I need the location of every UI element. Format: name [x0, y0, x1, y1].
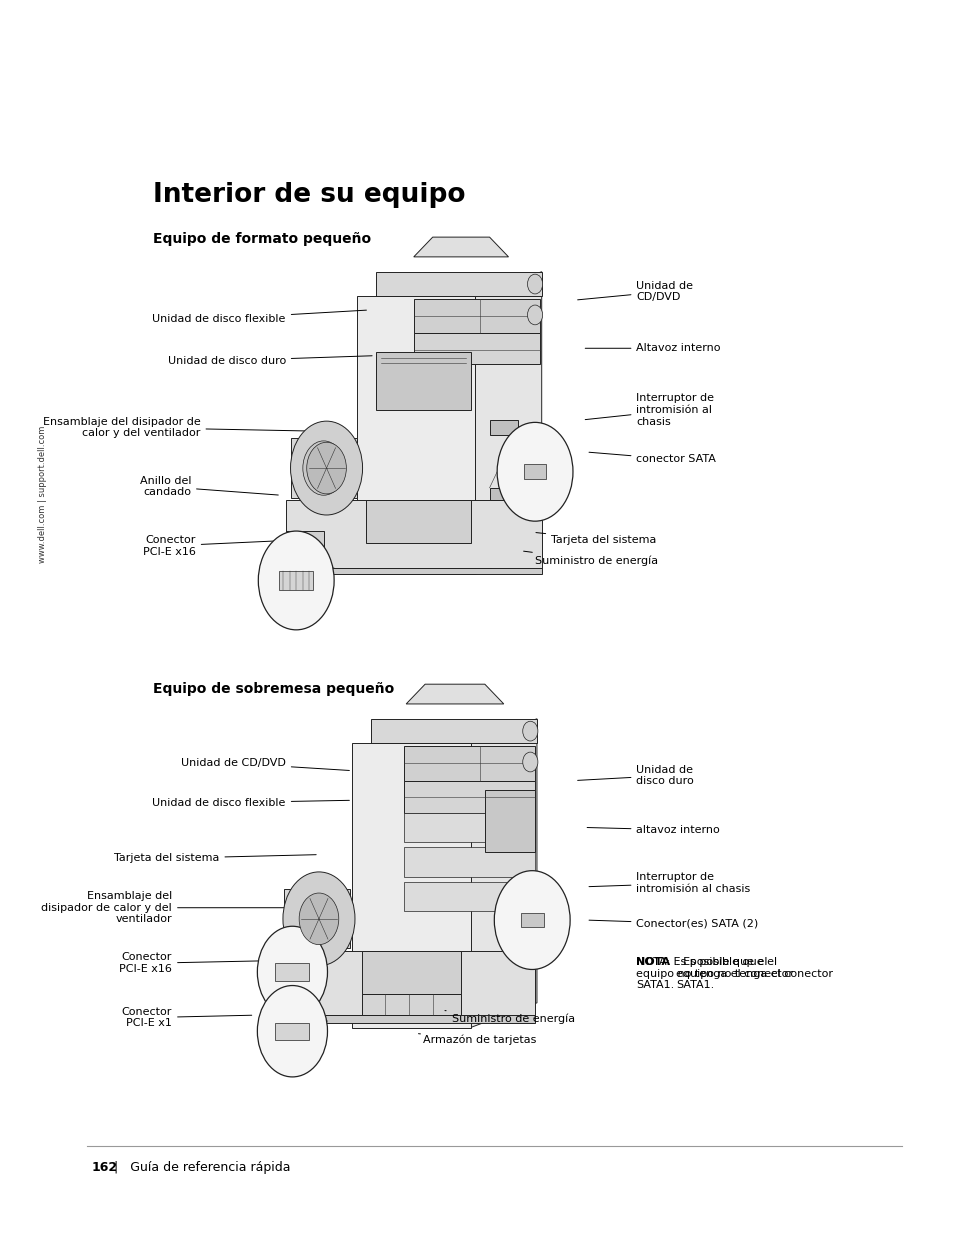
Circle shape	[258, 531, 334, 630]
Polygon shape	[475, 272, 541, 574]
Text: 162: 162	[91, 1161, 117, 1173]
Text: Unidad de disco flexible: Unidad de disco flexible	[152, 310, 366, 324]
Circle shape	[522, 721, 537, 741]
Text: Suministro de energía: Suministro de energía	[523, 551, 658, 566]
Polygon shape	[286, 568, 541, 574]
Text: Tarjeta del sistema: Tarjeta del sistema	[114, 853, 315, 863]
Text: Unidad de
disco duro: Unidad de disco duro	[578, 764, 694, 787]
Polygon shape	[371, 719, 537, 743]
Polygon shape	[404, 781, 535, 813]
Text: Interior de su equipo: Interior de su equipo	[152, 182, 465, 207]
Text: Conector
PCI-E x16: Conector PCI-E x16	[143, 535, 274, 557]
Text: Interruptor de
intromisión al
chasis: Interruptor de intromisión al chasis	[584, 394, 714, 426]
Circle shape	[257, 986, 327, 1077]
Circle shape	[494, 871, 570, 969]
Polygon shape	[404, 847, 535, 877]
Polygon shape	[286, 500, 541, 568]
Polygon shape	[276, 969, 314, 990]
Text: Unidad de
CD/DVD: Unidad de CD/DVD	[577, 280, 693, 303]
Text: altavoz interno: altavoz interno	[586, 825, 720, 835]
Circle shape	[291, 421, 362, 515]
Text: Conector
PCI-E x1: Conector PCI-E x1	[122, 1007, 252, 1029]
Circle shape	[527, 274, 542, 294]
Polygon shape	[375, 272, 541, 296]
Circle shape	[295, 892, 337, 946]
Text: : Es posible que el
equipo no tenga el conector
SATA1.: : Es posible que el equipo no tenga el c…	[676, 957, 832, 990]
Text: Tarjeta del sistema: Tarjeta del sistema	[536, 532, 656, 545]
Text: Suministro de energía: Suministro de energía	[444, 1010, 574, 1024]
Polygon shape	[414, 237, 508, 257]
Text: conector SATA: conector SATA	[588, 452, 716, 464]
Text: Conector
PCI-E x16: Conector PCI-E x16	[119, 952, 261, 974]
Polygon shape	[352, 743, 470, 1028]
Polygon shape	[520, 913, 543, 927]
Text: Conector(es) SATA (2): Conector(es) SATA (2)	[588, 919, 758, 929]
Polygon shape	[361, 951, 460, 994]
Text: Interruptor de
intromisión al chasis: Interruptor de intromisión al chasis	[588, 872, 750, 894]
Text: |   Guía de referencia rápida: | Guía de referencia rápida	[106, 1161, 290, 1173]
Circle shape	[257, 926, 327, 1018]
Polygon shape	[275, 1023, 309, 1040]
Polygon shape	[414, 333, 539, 364]
Text: Altavoz interno: Altavoz interno	[584, 343, 720, 353]
Circle shape	[283, 872, 355, 966]
Polygon shape	[276, 1015, 535, 1023]
Polygon shape	[361, 994, 460, 1015]
Polygon shape	[279, 571, 313, 590]
Text: www.dell.com | support.dell.com: www.dell.com | support.dell.com	[38, 425, 47, 563]
Text: Ensamblaje del disipador de
calor y del ventilador: Ensamblaje del disipador de calor y del …	[43, 416, 306, 438]
Polygon shape	[406, 684, 503, 704]
Polygon shape	[356, 296, 475, 574]
Text: Equipo de formato pequeño: Equipo de formato pequeño	[152, 232, 371, 246]
Circle shape	[522, 752, 537, 772]
Text: NOTA: Es posible que el
equipo no tenga el conector
SATA1.: NOTA: Es posible que el equipo no tenga …	[636, 957, 793, 990]
Text: Unidad de CD/DVD: Unidad de CD/DVD	[181, 758, 349, 771]
Circle shape	[307, 442, 346, 494]
Polygon shape	[276, 951, 535, 1015]
Polygon shape	[291, 438, 356, 498]
Text: NOTA: NOTA	[636, 957, 670, 967]
Text: Ensamblaje del
disipador de calor y del
ventilador: Ensamblaje del disipador de calor y del …	[41, 892, 288, 924]
Polygon shape	[489, 420, 517, 435]
Polygon shape	[489, 488, 522, 500]
Polygon shape	[523, 464, 546, 479]
Polygon shape	[404, 813, 535, 842]
Circle shape	[527, 305, 542, 325]
Polygon shape	[414, 299, 539, 333]
Text: Unidad de disco duro: Unidad de disco duro	[168, 356, 372, 366]
Circle shape	[302, 441, 344, 495]
Text: Armazón de tarjetas: Armazón de tarjetas	[418, 1034, 536, 1045]
Polygon shape	[484, 790, 535, 852]
Text: Equipo de sobremesa pequeño: Equipo de sobremesa pequeño	[152, 682, 394, 695]
Polygon shape	[404, 882, 535, 911]
Circle shape	[299, 893, 338, 945]
Polygon shape	[366, 500, 470, 543]
Polygon shape	[470, 719, 537, 1028]
Polygon shape	[404, 746, 535, 781]
Polygon shape	[276, 997, 314, 1018]
Polygon shape	[284, 889, 350, 948]
Polygon shape	[286, 531, 323, 566]
Polygon shape	[275, 963, 309, 981]
Text: Unidad de disco flexible: Unidad de disco flexible	[152, 798, 349, 808]
Polygon shape	[375, 352, 470, 410]
Text: Anillo del
candado: Anillo del candado	[139, 475, 278, 498]
Circle shape	[497, 422, 573, 521]
